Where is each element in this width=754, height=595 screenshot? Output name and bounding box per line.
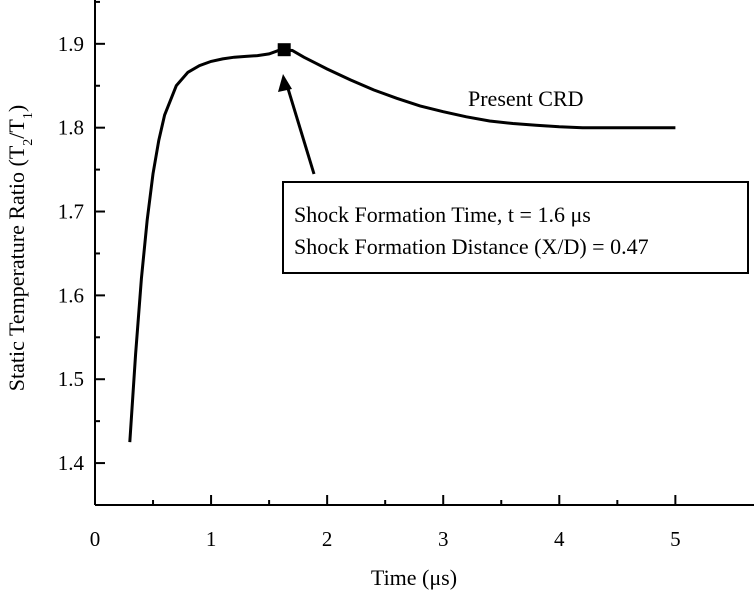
- tick-labels: 0 1 2 3 4 5 1.4 1.5 1.6 1.7 1.8 1.9: [58, 32, 681, 551]
- x-tick-label: 5: [670, 527, 681, 551]
- ticks: [94, 0, 677, 506]
- y-axis-title: Static Temperature Ratio (T2/T1): [4, 105, 36, 391]
- y-tick-label: 1.7: [58, 200, 84, 224]
- series-line-present-crd: [128, 48, 676, 443]
- y-tick-label: 1.9: [58, 32, 84, 56]
- x-tick-label: 2: [322, 527, 333, 551]
- y-tick-label: 1.5: [58, 367, 84, 391]
- callout-line-2: Shock Formation Distance (X/D) = 0.47: [294, 234, 649, 259]
- callout-arrow: [278, 74, 316, 175]
- x-tick-label: 4: [554, 527, 565, 551]
- y-tick-label: 1.8: [58, 116, 84, 140]
- y-tick-label: 1.4: [58, 451, 85, 475]
- shock-formation-marker: [277, 43, 291, 57]
- x-tick-label: 0: [90, 527, 101, 551]
- series-label: Present CRD: [468, 86, 584, 111]
- callout-line-1: Shock Formation Time, t = 1.6 μs: [294, 202, 591, 227]
- x-axis-title: Time (μs): [371, 565, 457, 590]
- x-tick-label: 1: [206, 527, 217, 551]
- y-tick-label: 1.6: [58, 283, 84, 307]
- x-tick-label: 3: [438, 527, 449, 551]
- callout-box: Shock Formation Time, t = 1.6 μs Shock F…: [282, 181, 749, 274]
